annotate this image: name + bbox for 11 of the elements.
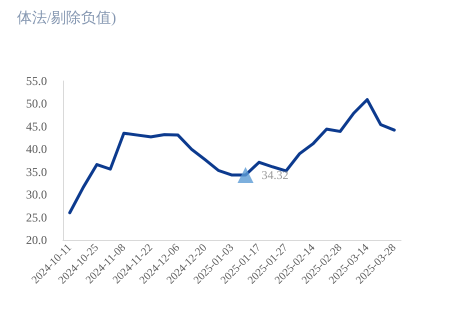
y-tick-label: 35.0 <box>26 164 47 179</box>
y-tick-label: 20.0 <box>26 233 47 247</box>
y-tick-label: 45.0 <box>26 119 47 134</box>
y-tick-label: 25.0 <box>26 210 47 224</box>
line-series <box>68 98 396 214</box>
y-tick-label: 40.0 <box>26 142 47 156</box>
data-label: 34.32 <box>262 168 289 182</box>
y-tick-label: 50.0 <box>26 96 47 111</box>
chart-title: 体法/剔除负值) <box>17 10 116 26</box>
y-tick-label: 55.0 <box>26 74 47 88</box>
y-tick-label: 30.0 <box>26 188 47 202</box>
